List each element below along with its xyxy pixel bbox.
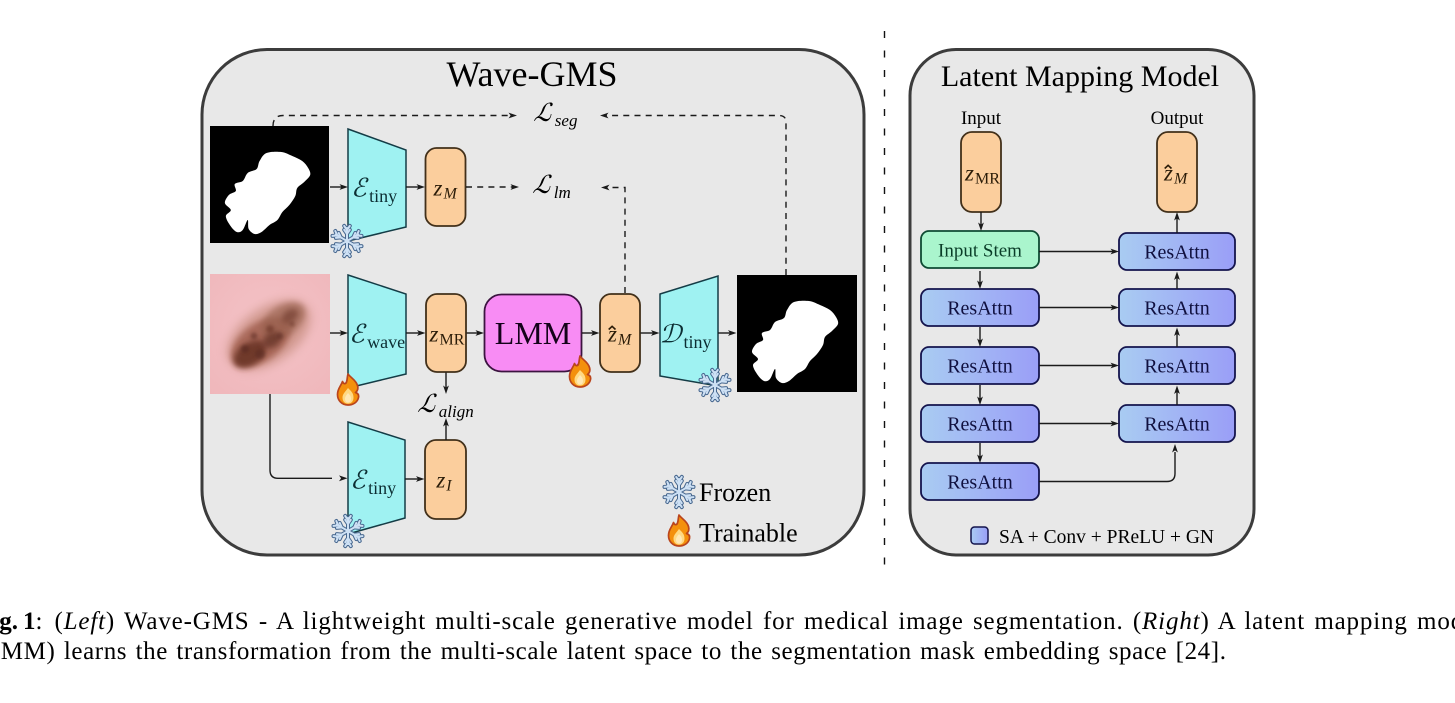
svg-text:seg: seg: [555, 111, 578, 130]
svg-text:ResAttn: ResAttn: [947, 356, 1013, 378]
svg-text:ResAttn: ResAttn: [947, 472, 1013, 494]
svg-text:lm: lm: [554, 183, 571, 202]
svg-text:Frozen: Frozen: [699, 478, 771, 507]
svg-text:ResAttn: ResAttn: [1144, 242, 1210, 264]
svg-text:Latent Mapping Model: Latent Mapping Model: [941, 60, 1219, 93]
svg-text:z: z: [1163, 161, 1173, 186]
svg-text:z: z: [964, 161, 974, 186]
svg-text:I: I: [445, 477, 452, 494]
svg-text:M: M: [1173, 170, 1189, 187]
svg-text:ResAttn: ResAttn: [1144, 414, 1210, 436]
svg-text:Output: Output: [1151, 108, 1205, 129]
svg-text:MR: MR: [440, 331, 465, 348]
svg-text:z: z: [435, 468, 445, 493]
svg-text:Trainable: Trainable: [699, 519, 798, 548]
svg-text:ResAttn: ResAttn: [1144, 298, 1210, 320]
svg-text:ResAttn: ResAttn: [947, 298, 1013, 320]
svg-text:z: z: [607, 322, 617, 347]
svg-text:z: z: [433, 176, 443, 201]
svg-text:SA + Conv + PReLU + GN: SA + Conv + PReLU + GN: [999, 527, 1214, 548]
svg-text:Wave-GMS: Wave-GMS: [446, 54, 617, 94]
svg-text:ResAttn: ResAttn: [947, 414, 1013, 436]
svg-text:z: z: [429, 322, 439, 347]
svg-text:M: M: [443, 185, 459, 202]
svg-text:M: M: [617, 331, 633, 348]
svg-text:wave: wave: [367, 332, 405, 352]
svg-text:LMM: LMM: [495, 315, 571, 351]
svg-text:Input: Input: [961, 108, 1002, 129]
svg-text:tiny: tiny: [684, 332, 712, 352]
svg-text:tiny: tiny: [368, 478, 396, 498]
svg-text:tiny: tiny: [369, 186, 397, 206]
svg-text:Input Stem: Input Stem: [938, 241, 1022, 262]
svg-text:MR: MR: [975, 170, 1000, 187]
svg-text:align: align: [439, 402, 474, 421]
svg-text:ResAttn: ResAttn: [1144, 356, 1210, 378]
